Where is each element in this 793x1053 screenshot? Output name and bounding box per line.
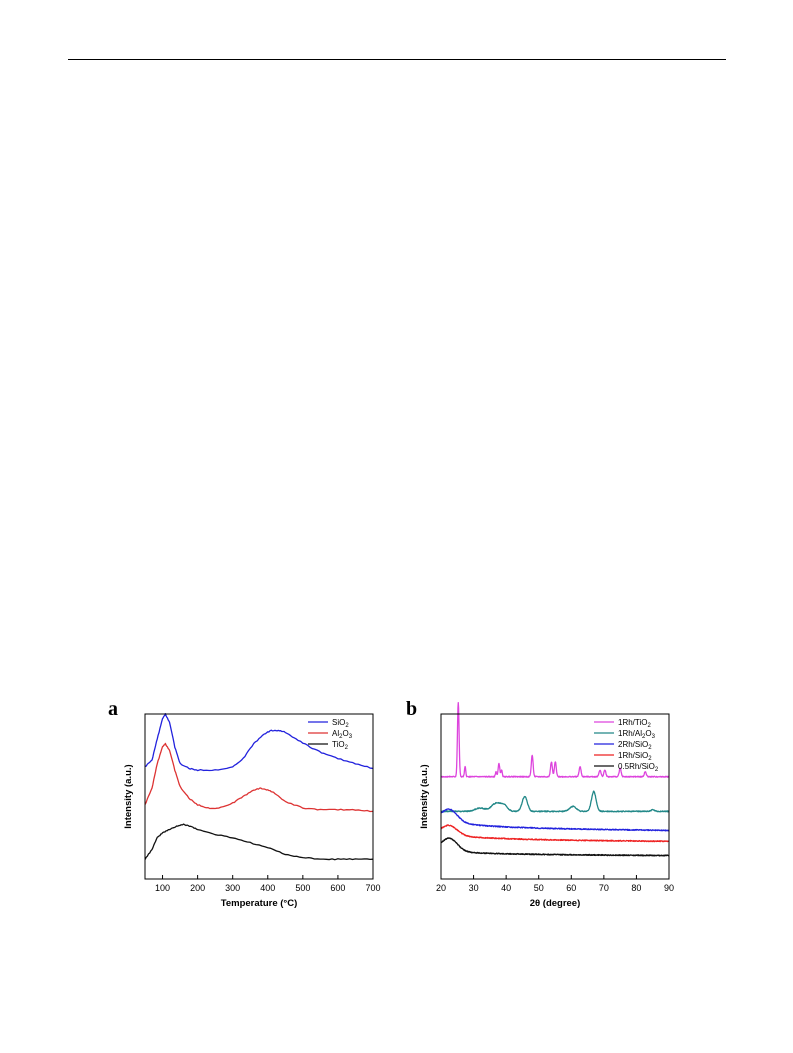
series-line-1-0 (440, 702, 670, 778)
x-tick-label-2: 300 (225, 883, 240, 893)
chart-panel-a: a 100 200 300 400 500 600 700 Temperature (°C) In… (100, 698, 390, 928)
x-tick-label-7: 90 (664, 883, 674, 893)
x-tick-label-1: 200 (190, 883, 205, 893)
x-tick-label-5: 600 (330, 883, 345, 893)
series-line-1-2 (440, 808, 670, 832)
series-line-1-4 (440, 837, 670, 857)
header-rule (68, 59, 726, 60)
x-tick-label-6: 700 (365, 883, 380, 893)
series-line-1-1 (440, 790, 670, 813)
legend-entry-0-0: SiO2 (332, 718, 349, 729)
x-tick-label-4: 500 (295, 883, 310, 893)
legend-entry-1-0: 1Rh/TiO2 (618, 718, 652, 729)
y-axis-label: Intensity (a.u.) (123, 764, 134, 828)
plot-frame (440, 713, 670, 880)
x-axis-label: 2θ (degree) (530, 898, 581, 909)
series-line-0-0 (144, 713, 374, 772)
x-tick-label-5: 70 (599, 883, 609, 893)
plot-frame (144, 713, 374, 880)
chart-b-svg: b 20 30 40 50 60 70 80 90 2θ (degree) Intensity (a… (406, 698, 674, 909)
legend-entry-0-1: Al2O3 (332, 729, 353, 740)
x-tick-label-3: 400 (260, 883, 275, 893)
legend-entry-1-4: 0.5Rh/SiO2 (618, 762, 659, 773)
x-axis-label: Temperature (°C) (221, 898, 297, 909)
x-tick-label-3: 50 (534, 883, 544, 893)
legend-entry-0-2: TiO2 (332, 740, 349, 751)
y-axis-label: Intensity (a.u.) (419, 764, 430, 828)
series-line-1-3 (440, 824, 670, 843)
legend-entry-1-3: 1Rh/SiO2 (618, 751, 652, 762)
x-tick-label-0: 20 (436, 883, 446, 893)
x-tick-label-4: 60 (566, 883, 576, 893)
x-tick-label-1: 30 (469, 883, 479, 893)
x-tick-label-2: 40 (501, 883, 511, 893)
x-tick-label-6: 80 (631, 883, 641, 893)
legend-entry-1-1: 1Rh/Al2O3 (618, 729, 656, 740)
chart-a-svg: a 100 200 300 400 500 600 700 Temperature (°C) In… (108, 698, 381, 909)
panel-letter-b: b (406, 698, 417, 720)
legend-entry-1-2: 2Rh/SiO2 (618, 740, 652, 751)
panel-letter-a: a (108, 698, 118, 720)
x-tick-label-0: 100 (155, 883, 170, 893)
series-line-0-2 (144, 823, 374, 861)
series-line-0-1 (144, 742, 374, 813)
chart-panel-b: b 20 30 40 50 60 70 80 90 2θ (degree) Intensity (a… (398, 698, 688, 928)
